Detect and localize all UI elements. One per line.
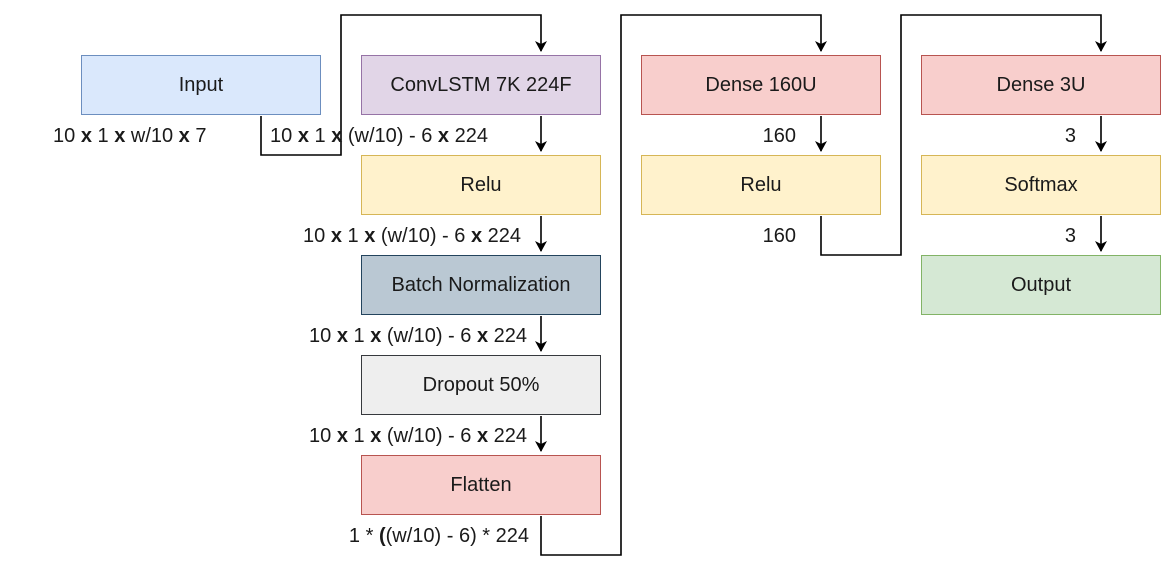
edge-input-to-convlstm	[260, 14, 547, 156]
edge-relu-to-dense3	[820, 14, 1107, 256]
label-dropout-shape: 10 x 1 x (w/10) - 6 x 224	[309, 425, 527, 447]
label-relu2-shape: 160	[762, 225, 796, 247]
node-output: Output	[921, 255, 1161, 315]
label-input-shape: 10 x 1 x w/10 x 7	[53, 125, 207, 147]
label-dense3-shape: 3	[1064, 125, 1076, 147]
label-batchnorm-shape: 10 x 1 x (w/10) - 6 x 224	[309, 325, 527, 347]
node-dense-160: Dense 160U	[641, 55, 881, 115]
node-relu-2: Relu	[641, 155, 881, 215]
node-flatten: Flatten	[361, 455, 601, 515]
node-softmax: Softmax	[921, 155, 1161, 215]
label-dense160-shape: 160	[762, 125, 796, 147]
node-input: Input	[81, 55, 321, 115]
edge-flatten-to-dense160	[540, 14, 827, 556]
node-convlstm: ConvLSTM 7K 224F	[361, 55, 601, 115]
node-dense-3: Dense 3U	[921, 55, 1161, 115]
label-convlstm-shape: 10 x 1 x (w/10) - 6 x 224	[270, 125, 488, 147]
node-relu-1: Relu	[361, 155, 601, 215]
node-dropout: Dropout 50%	[361, 355, 601, 415]
node-batchnorm: Batch Normalization	[361, 255, 601, 315]
label-softmax-shape: 3	[1064, 225, 1076, 247]
label-flatten-shape: 1 * ((w/10) - 6) * 224	[348, 525, 529, 547]
label-relu-shape: 10 x 1 x (w/10) - 6 x 224	[303, 225, 521, 247]
